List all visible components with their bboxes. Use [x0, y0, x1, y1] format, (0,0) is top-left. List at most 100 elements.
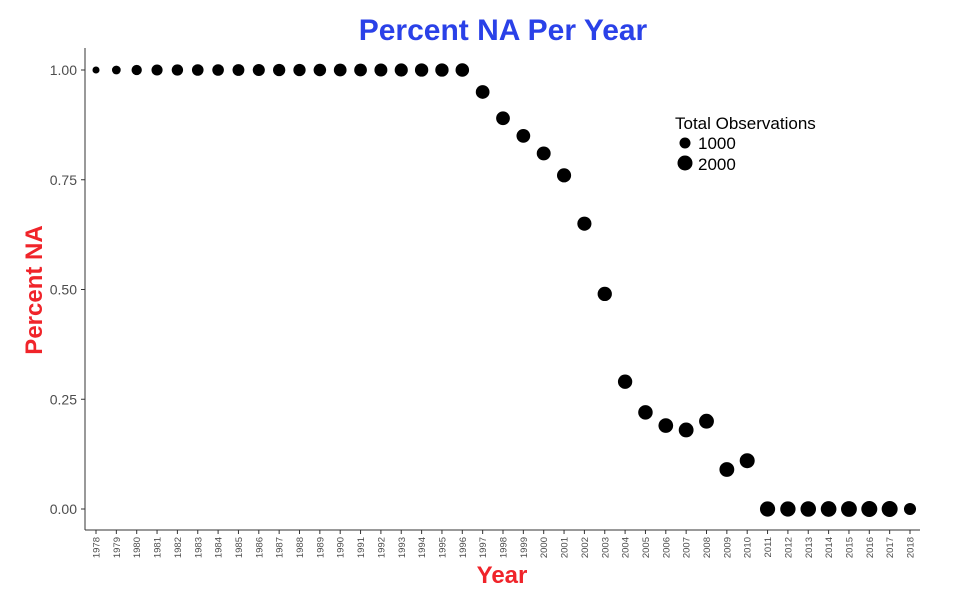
legend-label-small: 1000: [698, 134, 736, 153]
x-tick-label: 1985: [234, 537, 245, 558]
data-point: [435, 63, 449, 77]
data-point: [313, 63, 327, 77]
x-tick-label: 1992: [376, 537, 387, 558]
data-point: [800, 501, 817, 517]
y-tick-label: 0.00: [50, 501, 77, 517]
data-point: [638, 405, 653, 420]
data-point: [272, 63, 286, 77]
legend-marker-small: [679, 137, 691, 149]
x-tick-label: 2011: [763, 537, 774, 557]
x-tick-label: 2005: [641, 537, 652, 558]
x-tick-label: 2000: [539, 537, 550, 558]
data-point: [699, 413, 714, 429]
data-point: [293, 63, 306, 77]
data-point: [171, 64, 184, 76]
data-points: [92, 63, 917, 517]
x-tick-label: 2015: [844, 537, 855, 558]
y-tick-label: 0.25: [50, 391, 77, 407]
y-axis-ticks: 0.00 0.25 0.50 0.75 1.00: [50, 62, 85, 517]
data-point: [577, 216, 592, 231]
data-point: [780, 501, 796, 517]
y-axis-title: Percent NA: [21, 225, 48, 354]
data-point: [252, 63, 265, 77]
x-tick-label: 1979: [112, 537, 123, 558]
x-tick-label: 2001: [560, 537, 571, 558]
data-point: [394, 63, 408, 77]
x-tick-label: 2006: [661, 537, 672, 558]
x-tick-label: 1980: [132, 537, 143, 558]
data-point: [516, 128, 531, 143]
data-point: [191, 64, 204, 76]
data-point: [556, 168, 572, 183]
x-tick-label: 2010: [743, 537, 754, 558]
data-point: [455, 63, 470, 77]
data-point: [414, 63, 429, 77]
data-point: [232, 64, 245, 76]
legend: Total Observations 1000 2000: [675, 114, 816, 174]
x-axis-title: Year: [477, 562, 528, 589]
y-tick-label: 1.00: [50, 62, 77, 78]
x-tick-label: 1996: [458, 537, 469, 558]
x-tick-label: 1991: [356, 537, 367, 558]
x-tick-label: 1990: [336, 537, 347, 558]
data-point: [597, 286, 612, 302]
x-tick-label: 1983: [193, 537, 204, 558]
data-point: [536, 146, 551, 161]
data-point: [881, 501, 898, 517]
data-point: [739, 453, 755, 469]
legend-title: Total Observations: [675, 114, 816, 133]
x-tick-label: 1994: [417, 537, 428, 558]
data-point: [354, 63, 367, 77]
y-tick-label: 0.50: [50, 282, 77, 298]
x-tick-label: 1998: [499, 537, 510, 558]
x-tick-label: 2018: [906, 537, 917, 558]
data-point: [212, 64, 224, 76]
x-tick-label: 2012: [783, 537, 794, 558]
x-tick-label: 1995: [437, 537, 448, 558]
x-tick-label: 1993: [397, 537, 408, 558]
x-tick-label: 2008: [702, 537, 713, 558]
x-tick-label: 1982: [173, 537, 184, 558]
x-tick-label: 1997: [478, 537, 489, 558]
data-point: [92, 66, 100, 74]
x-tick-label: 2016: [865, 537, 876, 558]
x-tick-label: 2017: [885, 537, 896, 558]
legend-label-large: 2000: [698, 155, 736, 174]
data-point: [374, 63, 388, 77]
x-tick-label: 2009: [722, 537, 733, 558]
data-point: [496, 111, 510, 126]
x-tick-label: 1986: [254, 537, 265, 558]
data-point: [617, 374, 633, 389]
data-point: [759, 501, 776, 517]
data-point: [820, 501, 837, 517]
y-tick-label: 0.75: [50, 172, 77, 188]
data-point: [658, 418, 674, 433]
data-point: [861, 501, 878, 517]
data-point: [719, 462, 735, 477]
x-tick-label: 1984: [214, 537, 225, 558]
data-point: [841, 501, 857, 517]
x-tick-label: 1987: [275, 537, 286, 558]
x-tick-label: 2007: [682, 537, 693, 558]
x-axis-ticks: 1978 1979 1980 1981 1982 1983 1984 1985 1986 1987…: [92, 530, 917, 558]
x-tick-label: 2014: [824, 537, 835, 558]
data-point: [151, 64, 163, 76]
data-point: [903, 502, 917, 516]
x-tick-label: 1999: [519, 537, 530, 558]
x-tick-label: 1978: [92, 537, 103, 558]
legend-marker-large: [677, 155, 693, 171]
x-tick-label: 1988: [295, 537, 306, 558]
data-point: [475, 85, 490, 99]
data-point: [333, 63, 347, 77]
data-point: [678, 422, 694, 438]
x-tick-label: 2004: [621, 537, 632, 558]
x-tick-label: 2002: [580, 537, 591, 558]
x-tick-label: 1981: [153, 537, 164, 558]
x-tick-label: 1989: [315, 537, 326, 558]
x-tick-label: 2003: [600, 537, 611, 558]
data-point: [111, 65, 121, 75]
x-tick-label: 2013: [804, 537, 815, 558]
data-point: [131, 64, 142, 76]
chart-title: Percent NA Per Year: [359, 14, 648, 47]
